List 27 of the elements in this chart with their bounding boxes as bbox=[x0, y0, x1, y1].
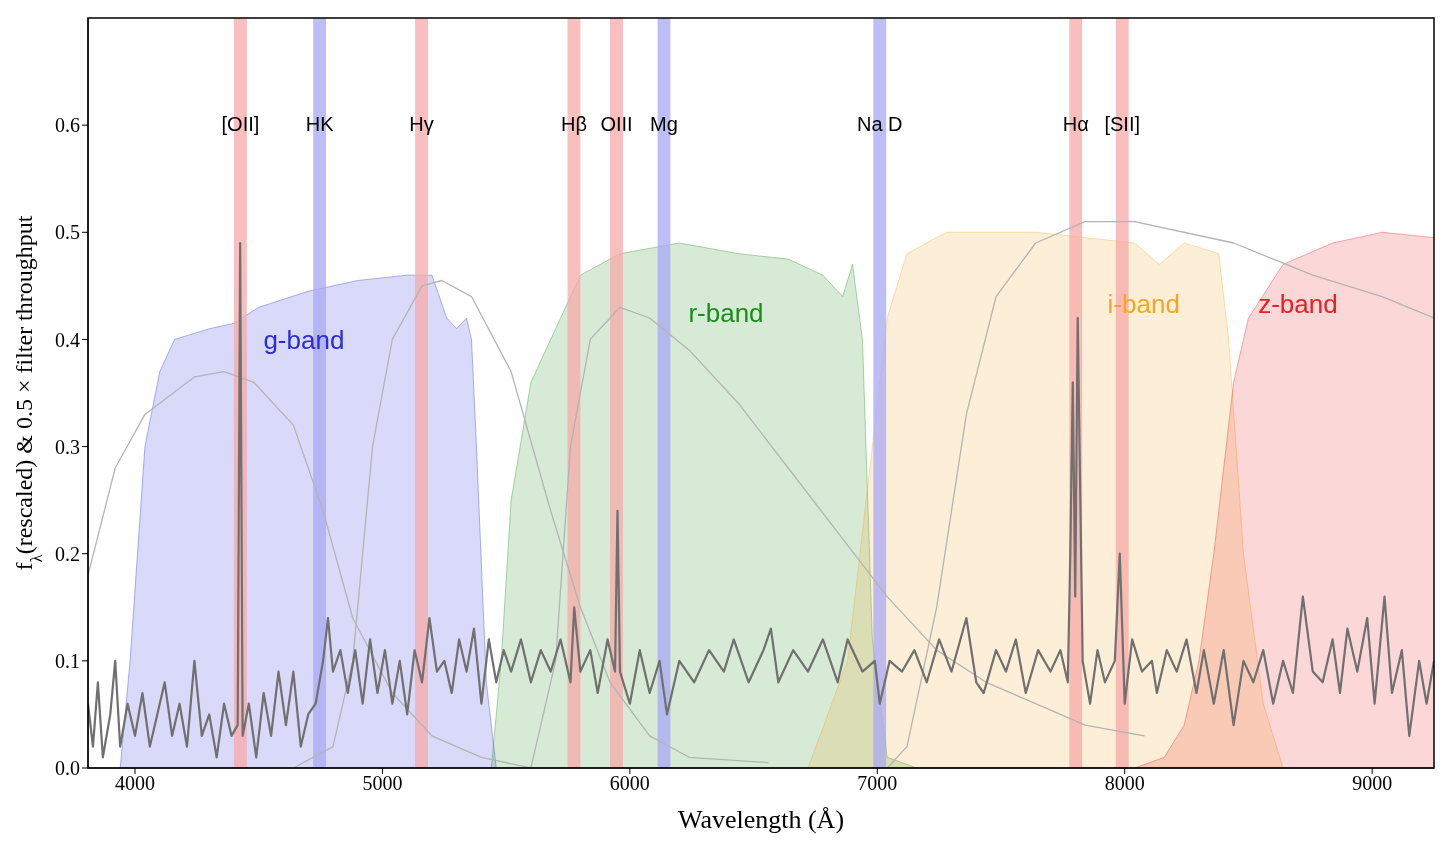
x-tick-label: 8000 bbox=[1104, 772, 1145, 795]
series-label: z-band bbox=[1258, 288, 1338, 319]
band-label: Mg bbox=[650, 112, 678, 135]
y-tick-label: 0.1 bbox=[55, 649, 80, 672]
x-tick-label: 6000 bbox=[609, 772, 650, 795]
band-label: HK bbox=[305, 112, 335, 135]
series-label: i-band bbox=[1107, 288, 1180, 319]
y-tick-label: 0.6 bbox=[55, 114, 80, 137]
band-label: OIII bbox=[600, 112, 633, 135]
x-tick-label: 7000 bbox=[857, 772, 898, 795]
x-axis-title: Wavelength (Å) bbox=[677, 805, 845, 834]
y-tick-label: 0.4 bbox=[55, 328, 80, 351]
band-label: Hγ bbox=[409, 112, 434, 135]
y-tick-label: 0.2 bbox=[55, 542, 80, 565]
y-tick-label: 0.5 bbox=[55, 221, 80, 244]
band-label: Na D bbox=[856, 112, 903, 135]
x-tick-label: 9000 bbox=[1352, 772, 1393, 795]
series-label: r-band bbox=[688, 297, 764, 328]
series-label: g-band bbox=[263, 325, 345, 356]
band-label: Hβ bbox=[560, 112, 587, 135]
y-tick-label: 0.0 bbox=[55, 757, 80, 780]
x-tick-label: 4000 bbox=[115, 772, 156, 795]
band-label: Hα bbox=[1062, 112, 1089, 135]
band-label: [OII] bbox=[221, 112, 260, 135]
y-tick-label: 0.3 bbox=[55, 435, 80, 458]
x-tick-label: 5000 bbox=[362, 772, 403, 795]
band-label: [SII] bbox=[1104, 112, 1141, 135]
